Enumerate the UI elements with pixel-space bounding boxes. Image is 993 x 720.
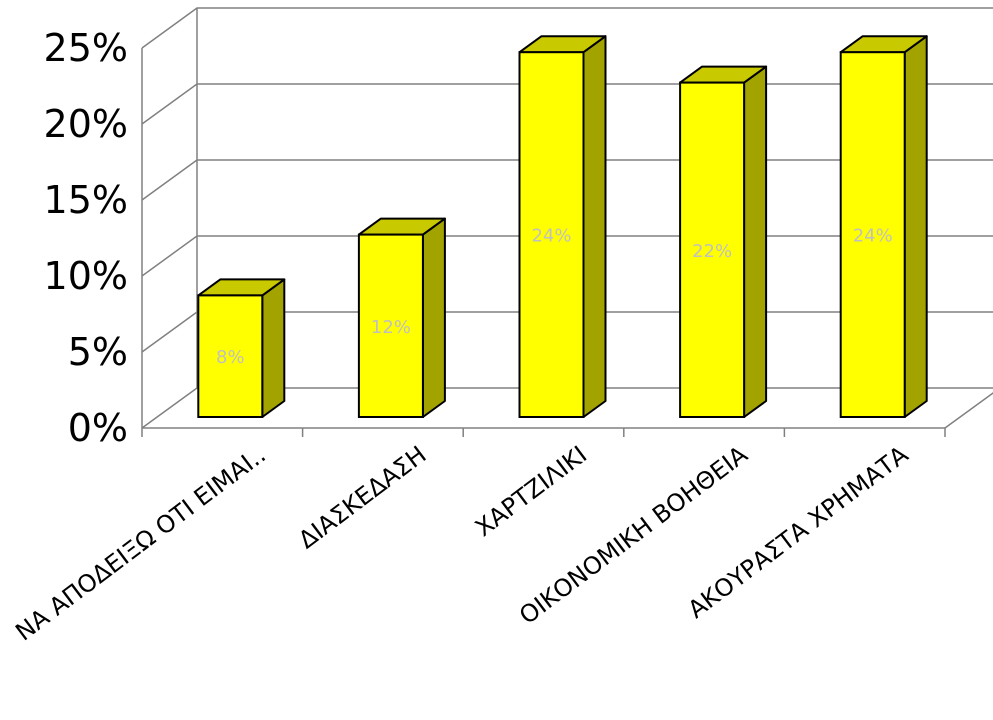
bar-front bbox=[839, 51, 906, 418]
bar-front bbox=[518, 51, 585, 418]
bar bbox=[679, 65, 768, 418]
data-label: 24% bbox=[531, 226, 571, 247]
bar-front bbox=[197, 294, 264, 418]
y-tick-label: 25% bbox=[44, 26, 128, 70]
data-label: 12% bbox=[371, 317, 411, 338]
bars: 8% 12% 24% 22% 24% bbox=[197, 35, 928, 418]
data-label: 8% bbox=[216, 347, 245, 368]
bar bbox=[357, 217, 446, 418]
bar bbox=[197, 278, 286, 418]
floor-edge bbox=[944, 392, 993, 429]
bar-front bbox=[679, 81, 746, 418]
bar bbox=[518, 35, 607, 418]
y-tick-label: 10% bbox=[44, 254, 128, 298]
y-tick-label: 15% bbox=[44, 178, 128, 222]
bar-side bbox=[261, 278, 286, 418]
bar-front bbox=[357, 233, 424, 418]
data-label: 24% bbox=[853, 226, 893, 247]
bar-side bbox=[743, 65, 768, 418]
bar-side bbox=[421, 217, 446, 418]
bar-side bbox=[903, 35, 928, 418]
bar-side bbox=[582, 35, 607, 418]
data-label: 22% bbox=[692, 241, 732, 262]
bar bbox=[839, 35, 928, 418]
category-label: ΝΑ ΑΠΟΔΕΙΞΩ ΟΤΙ ΕΙΜΑΙ.. bbox=[10, 440, 271, 646]
y-tick-label: 20% bbox=[44, 102, 128, 146]
y-axis-tick-labels: 0% 5% 10% 15% 20% 25% bbox=[44, 26, 128, 450]
gridlines bbox=[141, 7, 993, 437]
x-axis-category-labels: ΝΑ ΑΠΟΔΕΙΞΩ ΟΤΙ ΕΙΜΑΙ.. ΔΙΑΣΚΕΔΑΣΗ ΧΑΡΤΖΙΛ… bbox=[10, 440, 913, 646]
category-label: ΧΑΡΤΖΙΛΙΚΙ bbox=[470, 440, 592, 542]
y-tick-label: 5% bbox=[68, 330, 128, 374]
y-tick-label: 0% bbox=[68, 406, 128, 450]
category-label: ΔΙΑΣΚΕΔΑΣΗ bbox=[293, 440, 431, 554]
